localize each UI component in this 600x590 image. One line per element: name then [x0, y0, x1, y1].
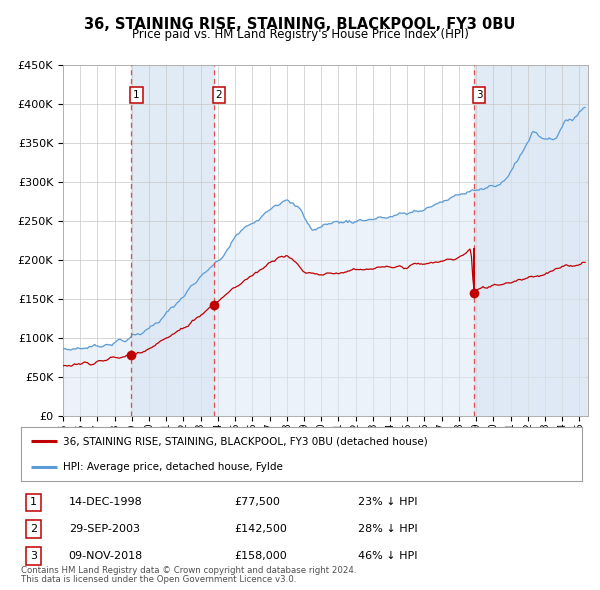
- Text: 1: 1: [133, 90, 140, 100]
- Text: £77,500: £77,500: [234, 497, 280, 507]
- Text: HPI: Average price, detached house, Fylde: HPI: Average price, detached house, Fyld…: [63, 463, 283, 472]
- Text: 3: 3: [30, 551, 37, 561]
- Text: 46% ↓ HPI: 46% ↓ HPI: [358, 551, 417, 561]
- Text: 2: 2: [215, 90, 223, 100]
- Text: £158,000: £158,000: [234, 551, 287, 561]
- Text: 09-NOV-2018: 09-NOV-2018: [68, 551, 143, 561]
- Text: 36, STAINING RISE, STAINING, BLACKPOOL, FY3 0BU (detached house): 36, STAINING RISE, STAINING, BLACKPOOL, …: [63, 436, 428, 446]
- Text: 23% ↓ HPI: 23% ↓ HPI: [358, 497, 417, 507]
- Text: 29-SEP-2003: 29-SEP-2003: [68, 525, 140, 535]
- Text: 3: 3: [476, 90, 482, 100]
- Text: This data is licensed under the Open Government Licence v3.0.: This data is licensed under the Open Gov…: [21, 575, 296, 584]
- Text: Contains HM Land Registry data © Crown copyright and database right 2024.: Contains HM Land Registry data © Crown c…: [21, 566, 356, 575]
- Text: £142,500: £142,500: [234, 525, 287, 535]
- Bar: [474, 65, 588, 416]
- Text: Price paid vs. HM Land Registry's House Price Index (HPI): Price paid vs. HM Land Registry's House …: [131, 28, 469, 41]
- Bar: [131, 65, 214, 416]
- Text: 2: 2: [30, 525, 37, 535]
- Text: 28% ↓ HPI: 28% ↓ HPI: [358, 525, 417, 535]
- Text: 14-DEC-1998: 14-DEC-1998: [68, 497, 142, 507]
- Text: 36, STAINING RISE, STAINING, BLACKPOOL, FY3 0BU: 36, STAINING RISE, STAINING, BLACKPOOL, …: [85, 17, 515, 31]
- Text: 1: 1: [30, 497, 37, 507]
